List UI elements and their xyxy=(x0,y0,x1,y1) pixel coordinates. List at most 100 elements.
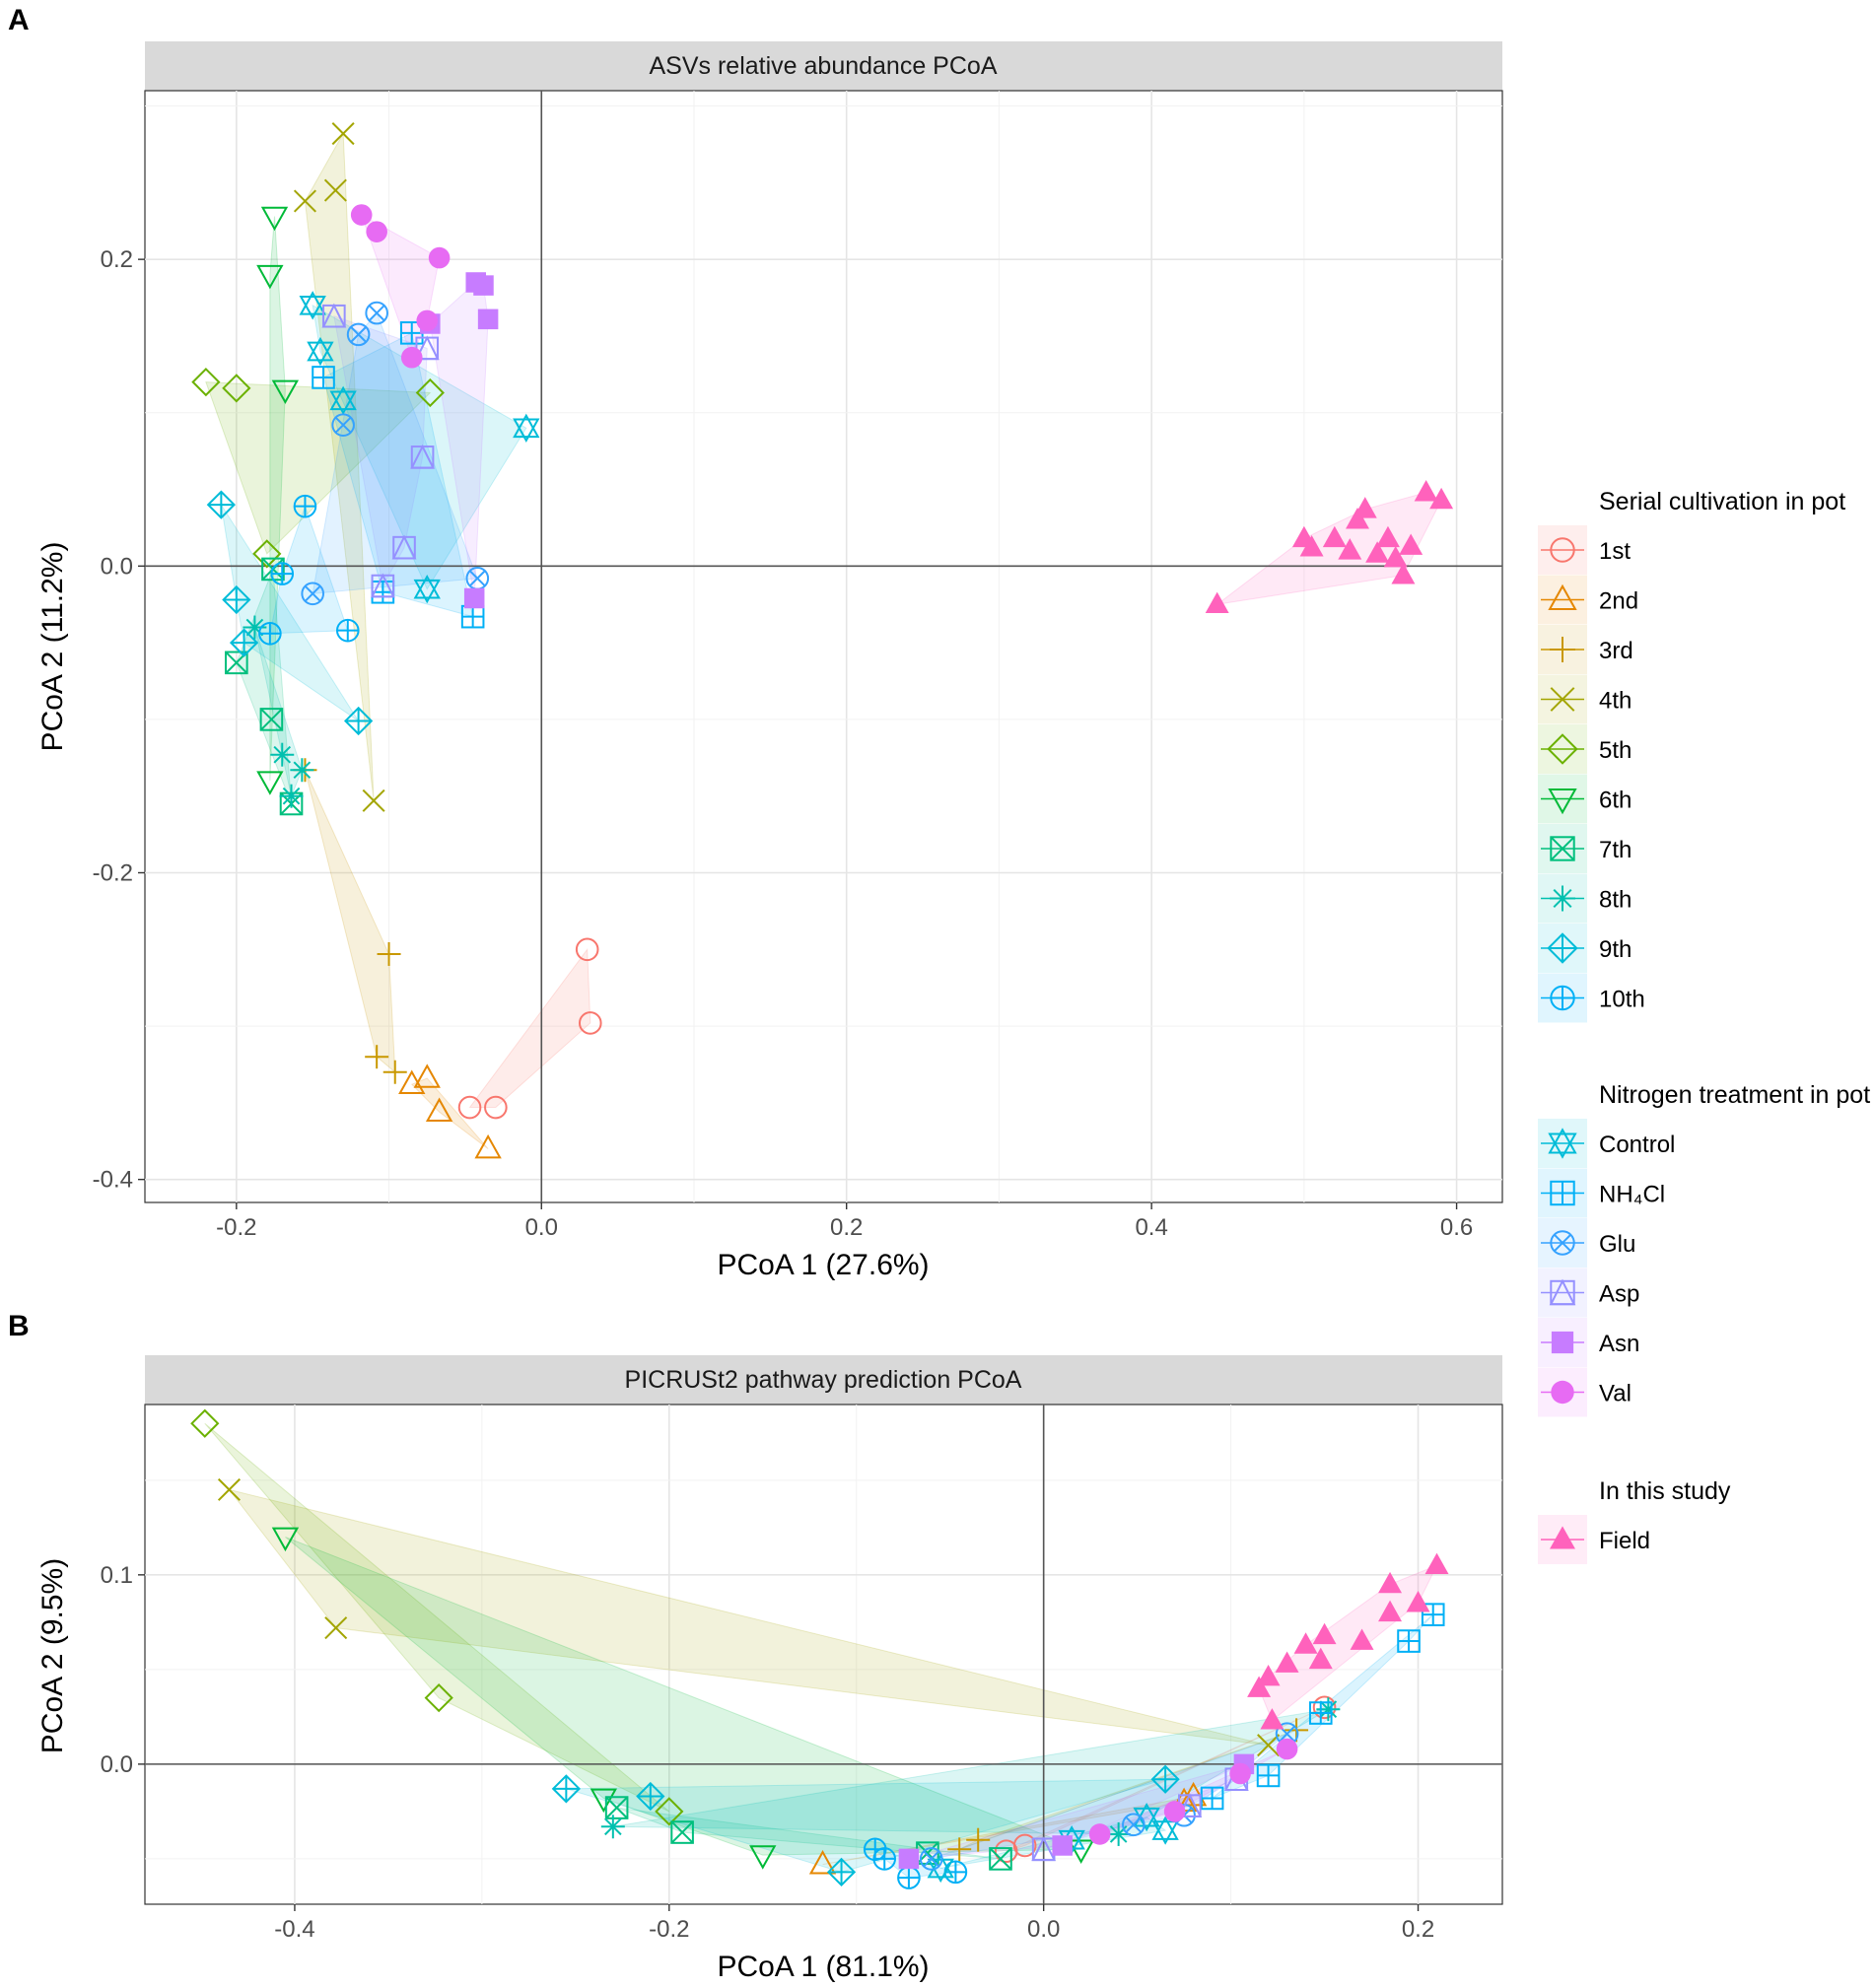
point-asp xyxy=(321,303,347,328)
x-tick-label: 0.2 xyxy=(830,1214,863,1241)
point-10th xyxy=(293,494,317,518)
point-field xyxy=(1308,1647,1333,1670)
point-control xyxy=(927,1853,954,1884)
point-field xyxy=(1399,533,1424,555)
panel-a-ticks: -0.2 0.0 0.2 0.4 0.6 -0.4 -0.2 0.0 0.2 xyxy=(93,246,1474,1241)
point-10th xyxy=(258,621,282,646)
legend-key-val xyxy=(1538,1367,1587,1417)
point-6th xyxy=(256,771,284,795)
point-8th xyxy=(290,758,314,783)
point-5th xyxy=(222,374,251,403)
legend-symbol-3rd xyxy=(1550,637,1575,662)
hull-8th xyxy=(612,1708,1329,1835)
legend-label-field: Field xyxy=(1599,1528,1650,1554)
point-nh4cl xyxy=(312,366,335,389)
point-glu xyxy=(331,413,355,437)
point-9th xyxy=(206,490,236,519)
point-field xyxy=(1256,1664,1281,1686)
panel-label-b: B xyxy=(8,1310,30,1342)
panel-b-y-axis-title: PCoA 2 (9.5%) xyxy=(36,1558,69,1753)
y-tick-label: 0.0 xyxy=(101,1751,133,1778)
legend-symbol-val xyxy=(1551,1380,1574,1405)
legend-study-title: In this study xyxy=(1599,1477,1731,1505)
legend-nitrogen-items: Control NH₄Cl Glu Asp Asn Val xyxy=(1538,1119,1675,1417)
legend-label-3rd: 3rd xyxy=(1599,638,1633,664)
point-5th xyxy=(424,1683,453,1713)
panel-b: PICRUSt2 pathway prediction PCoA -0.4 -0.… xyxy=(36,1355,1503,1983)
point-asn xyxy=(463,587,485,609)
point-9th xyxy=(551,1774,581,1804)
point-5th xyxy=(191,367,221,397)
point-2nd xyxy=(425,1097,453,1123)
legend-label-10th: 10th xyxy=(1599,987,1645,1013)
point-4th xyxy=(293,189,316,213)
point-10th xyxy=(943,1860,968,1885)
point-1st xyxy=(457,1095,482,1120)
legend-label-glu: Glu xyxy=(1599,1231,1635,1258)
y-tick-label: 0.0 xyxy=(101,553,133,580)
legend: Serial cultivation in pot 1st 2nd 3rd 4th 5t… xyxy=(1538,488,1870,1564)
point-7th xyxy=(989,1847,1012,1871)
point-4th xyxy=(1257,1734,1281,1757)
point-glu xyxy=(301,582,324,606)
point-4th xyxy=(323,178,347,202)
legend-key-control xyxy=(1538,1119,1587,1168)
point-asn xyxy=(477,308,499,330)
point-asn xyxy=(1052,1835,1073,1856)
point-10th xyxy=(335,618,360,643)
point-val xyxy=(1229,1762,1251,1785)
panel-a-zero-lines xyxy=(145,91,1502,1202)
point-field xyxy=(1378,1600,1403,1622)
point-glu xyxy=(1122,1813,1146,1837)
legend-key-2nd xyxy=(1538,575,1587,625)
point-glu xyxy=(346,322,371,347)
legend-label-1st: 1st xyxy=(1599,538,1631,565)
legend-symbol-control xyxy=(1548,1128,1577,1159)
legend-label-nh-cl: NH₄Cl xyxy=(1599,1182,1665,1208)
point-field xyxy=(1299,535,1324,557)
legend-key-asp xyxy=(1538,1268,1587,1318)
point-10th xyxy=(863,1837,887,1862)
hull-6th xyxy=(285,1536,1081,1856)
point-asp xyxy=(410,444,436,469)
point-field xyxy=(1383,545,1408,568)
point-field xyxy=(1346,508,1369,529)
point-6th xyxy=(260,206,289,232)
legend-symbol-glu xyxy=(1550,1230,1575,1256)
point-val xyxy=(1163,1801,1186,1822)
point-control xyxy=(299,291,326,320)
point-field xyxy=(1406,1591,1430,1612)
point-3rd xyxy=(377,941,401,966)
point-field xyxy=(1247,1676,1272,1697)
point-control xyxy=(307,336,334,367)
legend-key-1st xyxy=(1538,525,1587,575)
point-4th xyxy=(217,1477,241,1501)
point-field xyxy=(1312,1622,1337,1645)
legend-key-field xyxy=(1538,1515,1587,1564)
point-field xyxy=(1365,541,1390,563)
point-5th xyxy=(252,539,282,569)
x-tick-label: 0.0 xyxy=(1027,1916,1060,1943)
legend-symbol-10th xyxy=(1550,985,1575,1011)
point-9th xyxy=(1150,1764,1180,1794)
point-control xyxy=(1151,1816,1179,1845)
point-val xyxy=(350,204,373,226)
point-2nd xyxy=(474,1133,502,1159)
x-tick-label: 0.2 xyxy=(1402,1916,1434,1943)
point-field xyxy=(1429,487,1454,510)
point-9th xyxy=(229,628,259,657)
point-field xyxy=(1424,1552,1449,1575)
hull-2nd xyxy=(410,1077,489,1149)
point-field xyxy=(1275,1651,1299,1673)
point-field xyxy=(1338,538,1362,560)
y-tick-label: -0.2 xyxy=(93,859,133,886)
point-8th xyxy=(279,784,304,808)
legend-key-10th xyxy=(1538,973,1587,1023)
legend-label-4th: 4th xyxy=(1599,688,1632,715)
point-10th xyxy=(270,562,295,585)
point-7th xyxy=(259,708,284,731)
point-asp xyxy=(391,534,417,560)
point-nh4cl xyxy=(1200,1786,1224,1811)
hull-4th xyxy=(228,1488,1269,1747)
point-9th xyxy=(222,584,251,615)
